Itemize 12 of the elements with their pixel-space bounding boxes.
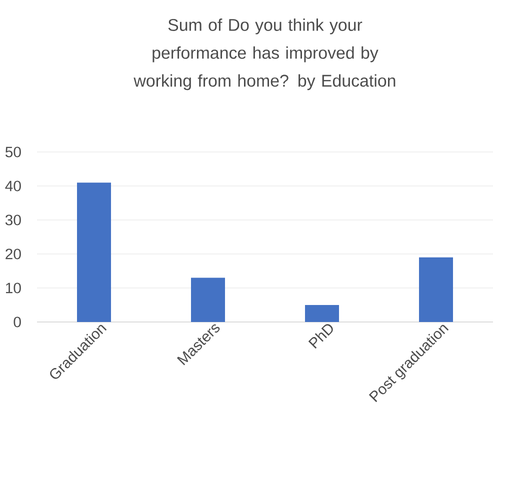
y-tick-label: 30: [5, 214, 21, 226]
y-tick-label: 0: [14, 316, 21, 328]
y-tick-label: 10: [6, 282, 21, 294]
bar: [77, 182, 112, 322]
chart-title: Sum of Do you think your performance has improved by working from home? by Education: [134, 18, 396, 90]
y-tick-label: 40: [5, 180, 21, 192]
bar: [191, 278, 226, 322]
x-tick-label: PhD: [308, 324, 333, 349]
y-tick-label: 20: [6, 248, 21, 260]
bar: [419, 257, 454, 322]
y-tick-label: 50: [5, 146, 21, 158]
bar: [305, 304, 340, 322]
